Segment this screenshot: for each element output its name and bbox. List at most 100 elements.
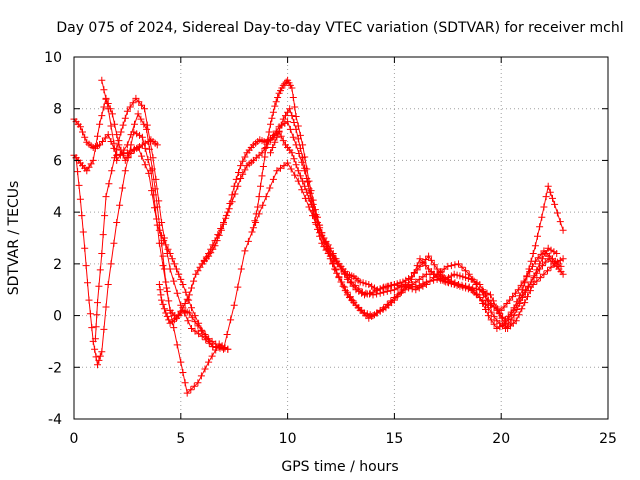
data-point-marker xyxy=(316,232,324,240)
data-point-marker xyxy=(290,155,298,163)
data-point-marker xyxy=(331,265,339,273)
data-point-marker xyxy=(113,219,121,226)
data-point-marker xyxy=(181,300,189,307)
data-point-marker xyxy=(464,275,472,282)
data-point-marker xyxy=(393,280,401,288)
data-point-marker xyxy=(257,182,264,190)
data-point-marker xyxy=(296,172,304,180)
data-point-marker xyxy=(107,260,115,268)
data-point-marker xyxy=(215,343,223,351)
data-point-marker xyxy=(413,262,421,270)
series-track-d xyxy=(91,94,217,351)
data-point-marker xyxy=(502,325,509,332)
data-point-marker xyxy=(504,320,512,328)
data-point-marker xyxy=(265,128,273,136)
data-point-marker xyxy=(487,316,495,324)
data-point-marker xyxy=(516,300,524,307)
data-point-marker xyxy=(456,282,464,290)
y-tick-label: 6 xyxy=(53,153,62,169)
data-point-marker xyxy=(506,296,514,304)
data-point-marker xyxy=(556,218,564,226)
data-point-marker xyxy=(100,325,108,333)
data-point-marker xyxy=(326,255,334,263)
data-point-marker xyxy=(277,132,285,140)
data-point-marker xyxy=(118,184,126,192)
data-point-marker xyxy=(88,324,96,332)
data-point-marker xyxy=(251,217,259,225)
data-point-marker xyxy=(544,182,552,190)
data-point-marker xyxy=(92,323,100,331)
data-point-marker xyxy=(487,308,495,316)
data-point-marker xyxy=(546,188,554,196)
data-point-marker xyxy=(76,195,84,203)
data-point-marker xyxy=(163,312,171,320)
data-point-marker xyxy=(476,294,484,301)
data-point-marker xyxy=(523,272,531,280)
data-point-marker xyxy=(249,224,257,232)
data-point-marker xyxy=(536,260,544,268)
data-point-marker xyxy=(197,372,205,380)
data-layer xyxy=(70,76,567,397)
data-point-marker xyxy=(223,331,231,338)
data-point-marker xyxy=(188,284,195,292)
data-point-marker xyxy=(450,281,458,288)
data-point-marker xyxy=(458,263,466,271)
data-point-marker xyxy=(91,335,99,343)
data-point-marker xyxy=(179,281,187,288)
data-point-marker xyxy=(217,226,225,234)
data-point-marker xyxy=(320,234,328,242)
data-point-marker xyxy=(499,313,507,321)
data-point-marker xyxy=(557,262,565,270)
data-point-marker xyxy=(108,110,116,118)
data-point-marker xyxy=(259,201,267,209)
data-point-marker xyxy=(208,352,216,360)
data-point-marker xyxy=(433,273,441,281)
data-point-marker xyxy=(524,293,531,301)
data-point-marker xyxy=(373,286,381,294)
data-point-marker xyxy=(439,276,447,284)
data-point-marker xyxy=(108,167,116,175)
data-point-marker xyxy=(527,257,535,265)
y-tick-label: 2 xyxy=(53,257,62,273)
data-point-marker xyxy=(134,110,142,118)
data-point-marker xyxy=(507,316,515,324)
series-trace xyxy=(270,107,557,330)
data-point-marker xyxy=(511,289,519,297)
data-point-marker xyxy=(427,256,435,264)
data-point-marker xyxy=(173,265,180,273)
data-point-marker xyxy=(339,282,347,290)
data-point-marker xyxy=(96,266,104,274)
data-point-marker xyxy=(124,154,132,162)
data-point-marker xyxy=(358,289,366,297)
data-point-marker xyxy=(430,261,438,269)
data-point-marker xyxy=(373,309,381,317)
data-point-marker xyxy=(237,162,245,170)
data-point-marker xyxy=(290,119,298,126)
data-point-marker xyxy=(516,292,524,300)
data-point-marker xyxy=(393,293,401,301)
chart-title: Day 075 of 2024, Sidereal Day-to-day VTE… xyxy=(56,20,623,36)
data-point-marker xyxy=(482,300,489,308)
data-point-marker xyxy=(539,255,546,263)
data-point-marker xyxy=(96,352,104,360)
data-point-marker xyxy=(269,108,277,116)
data-point-marker xyxy=(530,272,538,280)
data-point-marker xyxy=(254,203,262,211)
data-point-marker xyxy=(98,348,106,356)
data-point-marker xyxy=(549,194,556,202)
data-point-marker xyxy=(363,310,371,318)
data-point-marker xyxy=(252,219,260,226)
grid-layer xyxy=(74,57,608,419)
data-point-marker xyxy=(160,265,168,273)
data-point-marker xyxy=(399,278,407,286)
data-point-marker xyxy=(455,260,462,268)
y-tick-label: 8 xyxy=(53,102,62,118)
data-point-marker xyxy=(148,187,156,195)
x-tick-label: 15 xyxy=(385,431,403,447)
data-point-marker xyxy=(81,244,89,252)
y-tick-label: 10 xyxy=(44,50,62,66)
data-point-marker xyxy=(136,143,143,151)
data-point-marker xyxy=(202,336,210,344)
data-point-marker xyxy=(430,274,438,282)
data-point-marker xyxy=(333,269,341,277)
